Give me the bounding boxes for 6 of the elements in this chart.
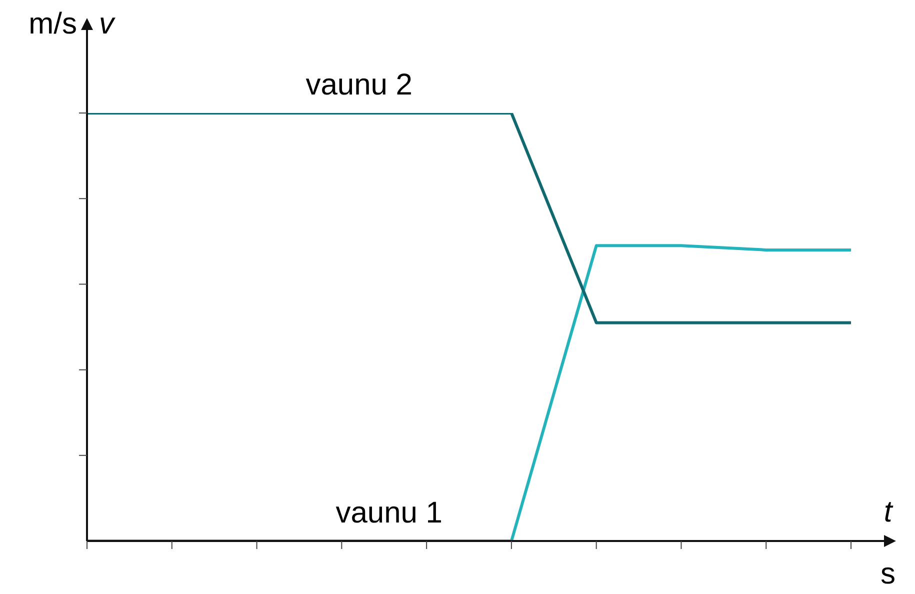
text: s	[880, 557, 896, 590]
x-axis-title: t	[884, 495, 894, 528]
series-label: vaunu 2	[306, 68, 412, 102]
text: m/s	[28, 7, 77, 40]
y-axis-title: v	[99, 7, 116, 40]
series-label: vaunu 1	[336, 496, 442, 530]
